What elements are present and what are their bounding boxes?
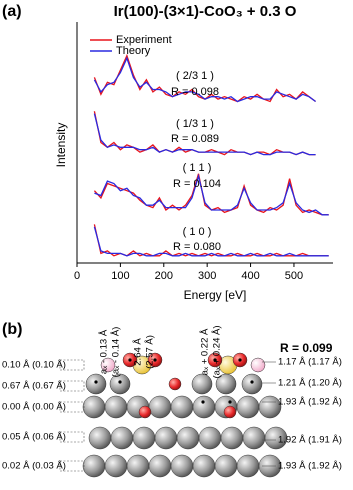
o-atom xyxy=(250,357,266,373)
ir-atom xyxy=(110,426,134,450)
distance-label: aₓ + 0.22 Å xyxy=(200,328,211,375)
site-dot xyxy=(94,380,98,384)
co-atom xyxy=(109,373,131,395)
interlayer-label: 1.93 Å (1.92 Å) xyxy=(278,461,342,472)
x-tick-label: 400 xyxy=(241,270,259,282)
ir-atom xyxy=(236,395,260,419)
series-line xyxy=(93,56,316,103)
o-atom xyxy=(100,357,116,373)
r-factor: R = 0.099 xyxy=(280,341,333,355)
layer-shift-label: 0.00 Å (0.00 Å) xyxy=(2,402,66,413)
series-line xyxy=(94,173,329,216)
site-dot xyxy=(228,400,232,404)
distance-label: (aₓ - 0.14 Å) xyxy=(111,327,122,378)
ir-atom xyxy=(264,426,288,450)
annotation: ( 1/3 1 ) xyxy=(176,118,214,130)
legend-label: Theory xyxy=(116,45,151,57)
annotation: R = 0.098 xyxy=(171,86,219,98)
o-atom xyxy=(223,405,237,419)
ir-atom xyxy=(126,454,150,478)
ir-atom xyxy=(192,395,216,419)
co-atom xyxy=(241,373,263,395)
series-line xyxy=(93,113,316,156)
x-tick-label: 0 xyxy=(74,270,80,282)
ir-atom xyxy=(170,395,194,419)
series-line xyxy=(93,226,329,257)
annotation: ( 2/3 1 ) xyxy=(176,70,214,82)
ir-atom xyxy=(242,426,266,450)
panel-label: (a) xyxy=(2,3,22,20)
x-tick-label: 100 xyxy=(111,270,129,282)
site-dot xyxy=(153,358,157,362)
ir-atom xyxy=(104,395,128,419)
site-dot xyxy=(238,358,242,362)
ir-atom xyxy=(176,426,200,450)
series-line xyxy=(93,224,329,257)
ir-atom xyxy=(148,454,172,478)
co-atom xyxy=(85,373,107,395)
interlayer-label: 1.93 Å (1.92 Å) xyxy=(278,397,342,408)
site-dot xyxy=(250,380,254,384)
interlayer-label: 1.92 Å (1.91 Å) xyxy=(278,435,342,446)
ir-atom xyxy=(198,426,222,450)
layer-shift-label: 0.05 Å (0.06 Å) xyxy=(2,432,66,443)
site-dot xyxy=(128,358,132,362)
panel-label: (b) xyxy=(2,321,22,338)
site-dot xyxy=(201,400,205,404)
x-tick-label: 300 xyxy=(198,270,216,282)
y-axis-label: Intensity xyxy=(54,123,68,168)
label-box xyxy=(59,380,85,392)
ir-atom xyxy=(214,454,238,478)
ball-model xyxy=(59,352,288,478)
label-box xyxy=(59,460,85,472)
annotation: ( 1 0 ) xyxy=(183,226,212,238)
layer-shift-label: 0.02 Å (0.03 Å) xyxy=(2,461,66,472)
annotation: R = 0.089 xyxy=(171,133,219,145)
x-axis-label: Energy [eV] xyxy=(184,288,247,302)
ir-atom xyxy=(192,454,216,478)
layer-shift-label: 0.10 Å (0.10 Å) xyxy=(2,360,66,371)
o-atom xyxy=(138,405,152,419)
x-tick-label: 500 xyxy=(285,270,303,282)
ir-atom xyxy=(154,426,178,450)
interlayer-label: 1.21 Å (1.20 Å) xyxy=(278,378,342,389)
x-tick-label: 200 xyxy=(155,270,173,282)
distance-label: 2.64 Å xyxy=(133,338,144,366)
ir-atom xyxy=(82,395,106,419)
ir-atom xyxy=(104,454,128,478)
ir-atom xyxy=(220,426,244,450)
label-box xyxy=(59,359,85,371)
distance-label: aₓ - 0.13 Å xyxy=(99,329,110,374)
distance-label: (2.57 Å) xyxy=(145,335,156,369)
ir-atom xyxy=(170,454,194,478)
distance-label: (aₓ + 0.24 Å) xyxy=(212,325,223,378)
annotation: R = 0.104 xyxy=(173,178,221,190)
annotation: ( 1 1 ) xyxy=(183,162,212,174)
ir-atom xyxy=(148,395,172,419)
ir-atom xyxy=(88,426,112,450)
layer-shift-label: 0.67 Å (0.67 Å) xyxy=(2,381,66,392)
site-dot xyxy=(118,380,122,384)
ir-atom xyxy=(236,454,260,478)
site-dot xyxy=(213,358,217,362)
o-atom xyxy=(168,377,182,391)
legend-label: Experiment xyxy=(116,34,172,46)
interlayer-label: 1.17 Å (1.17 Å) xyxy=(278,357,342,368)
chart-title: Ir(100)-(3×1)-CoO₃ + 0.3 O xyxy=(114,3,297,20)
ir-atom xyxy=(82,454,106,478)
annotation: R = 0.080 xyxy=(173,241,221,253)
label-box xyxy=(59,431,85,443)
ir-atom xyxy=(258,395,282,419)
ir-atom xyxy=(132,426,156,450)
label-box xyxy=(59,401,85,413)
co-atom xyxy=(191,373,213,395)
